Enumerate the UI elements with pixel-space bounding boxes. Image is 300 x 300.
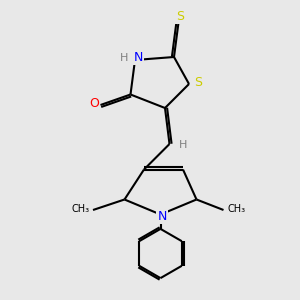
Text: H: H — [120, 52, 129, 63]
Text: S: S — [194, 76, 202, 89]
Text: O: O — [90, 97, 99, 110]
Text: S: S — [176, 10, 184, 23]
Text: H: H — [179, 140, 187, 151]
Text: CH₃: CH₃ — [71, 204, 89, 214]
Text: N: N — [157, 209, 167, 223]
Text: CH₃: CH₃ — [227, 204, 245, 214]
Text: N: N — [133, 51, 143, 64]
